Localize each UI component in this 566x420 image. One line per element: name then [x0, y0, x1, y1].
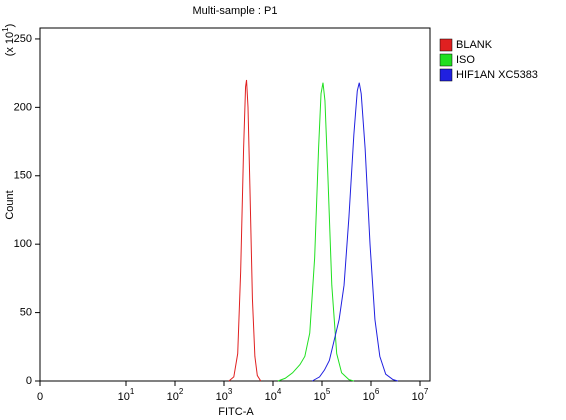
x-tick-base: 10: [216, 391, 228, 403]
y-tick-label: 0: [26, 375, 32, 387]
series-line: [311, 82, 399, 382]
x-tick-base: 10: [118, 391, 130, 403]
y-multiplier: (x 101): [1, 24, 16, 57]
legend-swatch: [439, 68, 453, 82]
y-multiplier-prefix: (x 10: [4, 32, 16, 56]
x-tick-base: 10: [412, 391, 424, 403]
x-tick-exponent: 2: [179, 387, 184, 396]
legend-swatch: [439, 53, 453, 67]
x-tick-base: 0: [37, 391, 43, 403]
x-tick-exponent: 3: [228, 387, 233, 396]
y-multiplier-suffix: ): [4, 24, 16, 28]
legend-label: ISO: [456, 54, 475, 66]
x-tick-exponent: 7: [424, 387, 429, 396]
x-axis-label: FITC-A: [218, 406, 254, 418]
legend-swatch: [439, 38, 453, 52]
x-tick-exponent: 5: [326, 387, 331, 396]
x-tick-label: 101: [118, 387, 135, 403]
x-tick-base: 10: [265, 391, 277, 403]
legend-label: HIF1AN XC5383: [456, 69, 538, 81]
x-tick-exponent: 4: [277, 387, 282, 396]
y-tick-label: 150: [14, 170, 32, 182]
x-tick-label: 105: [314, 387, 331, 403]
y-axis-label: Count: [4, 190, 16, 219]
x-tick-base: 10: [314, 391, 326, 403]
y-tick-label: 200: [14, 101, 32, 113]
x-tick-label: 0: [37, 391, 43, 403]
y-tick-label: 250: [14, 33, 32, 45]
x-tick-label: 104: [265, 387, 282, 403]
x-tick-label: 102: [167, 387, 184, 403]
series-line: [228, 79, 262, 382]
chart-title: Multi-sample : P1: [193, 5, 278, 17]
x-tick-exponent: 6: [375, 387, 380, 396]
plot-frame: [39, 27, 431, 382]
legend-label: BLANK: [456, 39, 493, 51]
x-tick-label: 106: [363, 387, 380, 403]
y-multiplier-sup: 1: [1, 27, 10, 32]
x-tick-label: 107: [412, 387, 429, 403]
x-tick-base: 10: [167, 391, 179, 403]
x-tick-exponent: 1: [130, 387, 135, 396]
y-tick-label: 100: [14, 238, 32, 250]
series-line: [277, 82, 354, 382]
x-tick-label: 103: [216, 387, 233, 403]
y-tick-label: 50: [20, 306, 32, 318]
x-tick-base: 10: [363, 391, 375, 403]
